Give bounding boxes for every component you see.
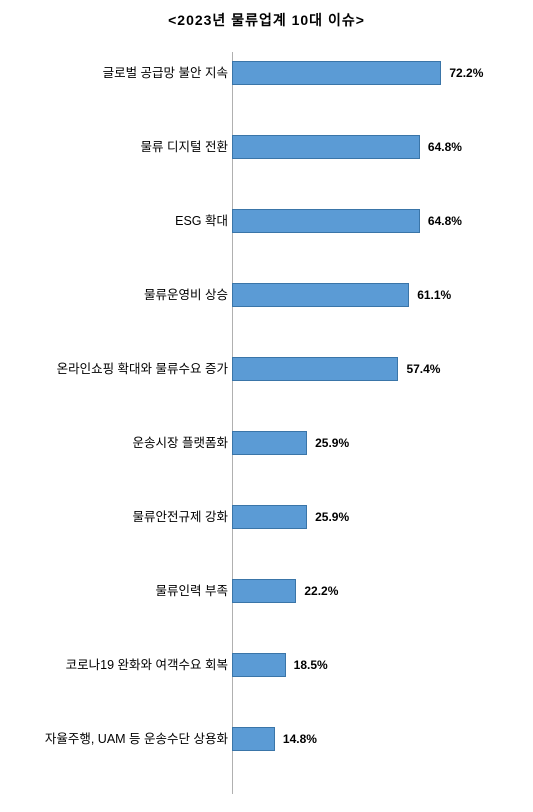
bar-label: 운송시장 플랫폼화 <box>18 435 232 451</box>
bar-track: 64.8% <box>232 206 515 236</box>
bar <box>232 505 307 529</box>
bar <box>232 727 275 751</box>
bar-track: 18.5% <box>232 650 515 680</box>
bar-value: 14.8% <box>283 732 317 746</box>
bar-label: 온라인쇼핑 확대와 물류수요 증가 <box>18 361 232 377</box>
bar-label: 글로벌 공급망 불안 지속 <box>18 65 232 81</box>
chart-area: 글로벌 공급망 불안 지속 72.2% 물류 디지털 전환 64.8% ESG … <box>18 58 515 754</box>
bar-row: 물류안전규제 강화 25.9% <box>18 502 515 532</box>
bar-row: 글로벌 공급망 불안 지속 72.2% <box>18 58 515 88</box>
y-axis-line <box>232 52 233 794</box>
bar-track: 14.8% <box>232 724 515 754</box>
bar-row: 코로나19 완화와 여객수요 회복 18.5% <box>18 650 515 680</box>
bar-label: 물류안전규제 강화 <box>18 509 232 525</box>
bar-label: 물류운영비 상승 <box>18 287 232 303</box>
bar-value: 61.1% <box>417 288 451 302</box>
bar-value: 64.8% <box>428 214 462 228</box>
bar-value: 18.5% <box>294 658 328 672</box>
bar-track: 25.9% <box>232 502 515 532</box>
chart-title: <2023년 물류업계 10대 이슈> <box>18 10 515 30</box>
bar-label: 자율주행, UAM 등 운송수단 상용화 <box>18 731 232 747</box>
bar <box>232 209 420 233</box>
bar-label: 물류인력 부족 <box>18 583 232 599</box>
bar-value: 25.9% <box>315 510 349 524</box>
bar-row: ESG 확대 64.8% <box>18 206 515 236</box>
bar-track: 57.4% <box>232 354 515 384</box>
bar-row: 온라인쇼핑 확대와 물류수요 증가 57.4% <box>18 354 515 384</box>
bar-row: 자율주행, UAM 등 운송수단 상용화 14.8% <box>18 724 515 754</box>
bar-label: 코로나19 완화와 여객수요 회복 <box>18 657 232 673</box>
bar-row: 물류 디지털 전환 64.8% <box>18 132 515 162</box>
bar-row: 물류운영비 상승 61.1% <box>18 280 515 310</box>
bar <box>232 431 307 455</box>
bar-value: 72.2% <box>449 66 483 80</box>
bar <box>232 579 296 603</box>
bar-row: 물류인력 부족 22.2% <box>18 576 515 606</box>
bar-track: 61.1% <box>232 280 515 310</box>
bar-track: 22.2% <box>232 576 515 606</box>
bar-value: 22.2% <box>304 584 338 598</box>
bar <box>232 135 420 159</box>
bar <box>232 61 441 85</box>
bar-value: 57.4% <box>406 362 440 376</box>
bar-row: 운송시장 플랫폼화 25.9% <box>18 428 515 458</box>
bar-track: 25.9% <box>232 428 515 458</box>
bar-label: ESG 확대 <box>18 213 232 229</box>
bar-track: 72.2% <box>232 58 515 88</box>
bar-value: 25.9% <box>315 436 349 450</box>
bar-label: 물류 디지털 전환 <box>18 139 232 155</box>
bar-track: 64.8% <box>232 132 515 162</box>
bar <box>232 653 286 677</box>
bar <box>232 357 398 381</box>
bar <box>232 283 409 307</box>
bar-value: 64.8% <box>428 140 462 154</box>
